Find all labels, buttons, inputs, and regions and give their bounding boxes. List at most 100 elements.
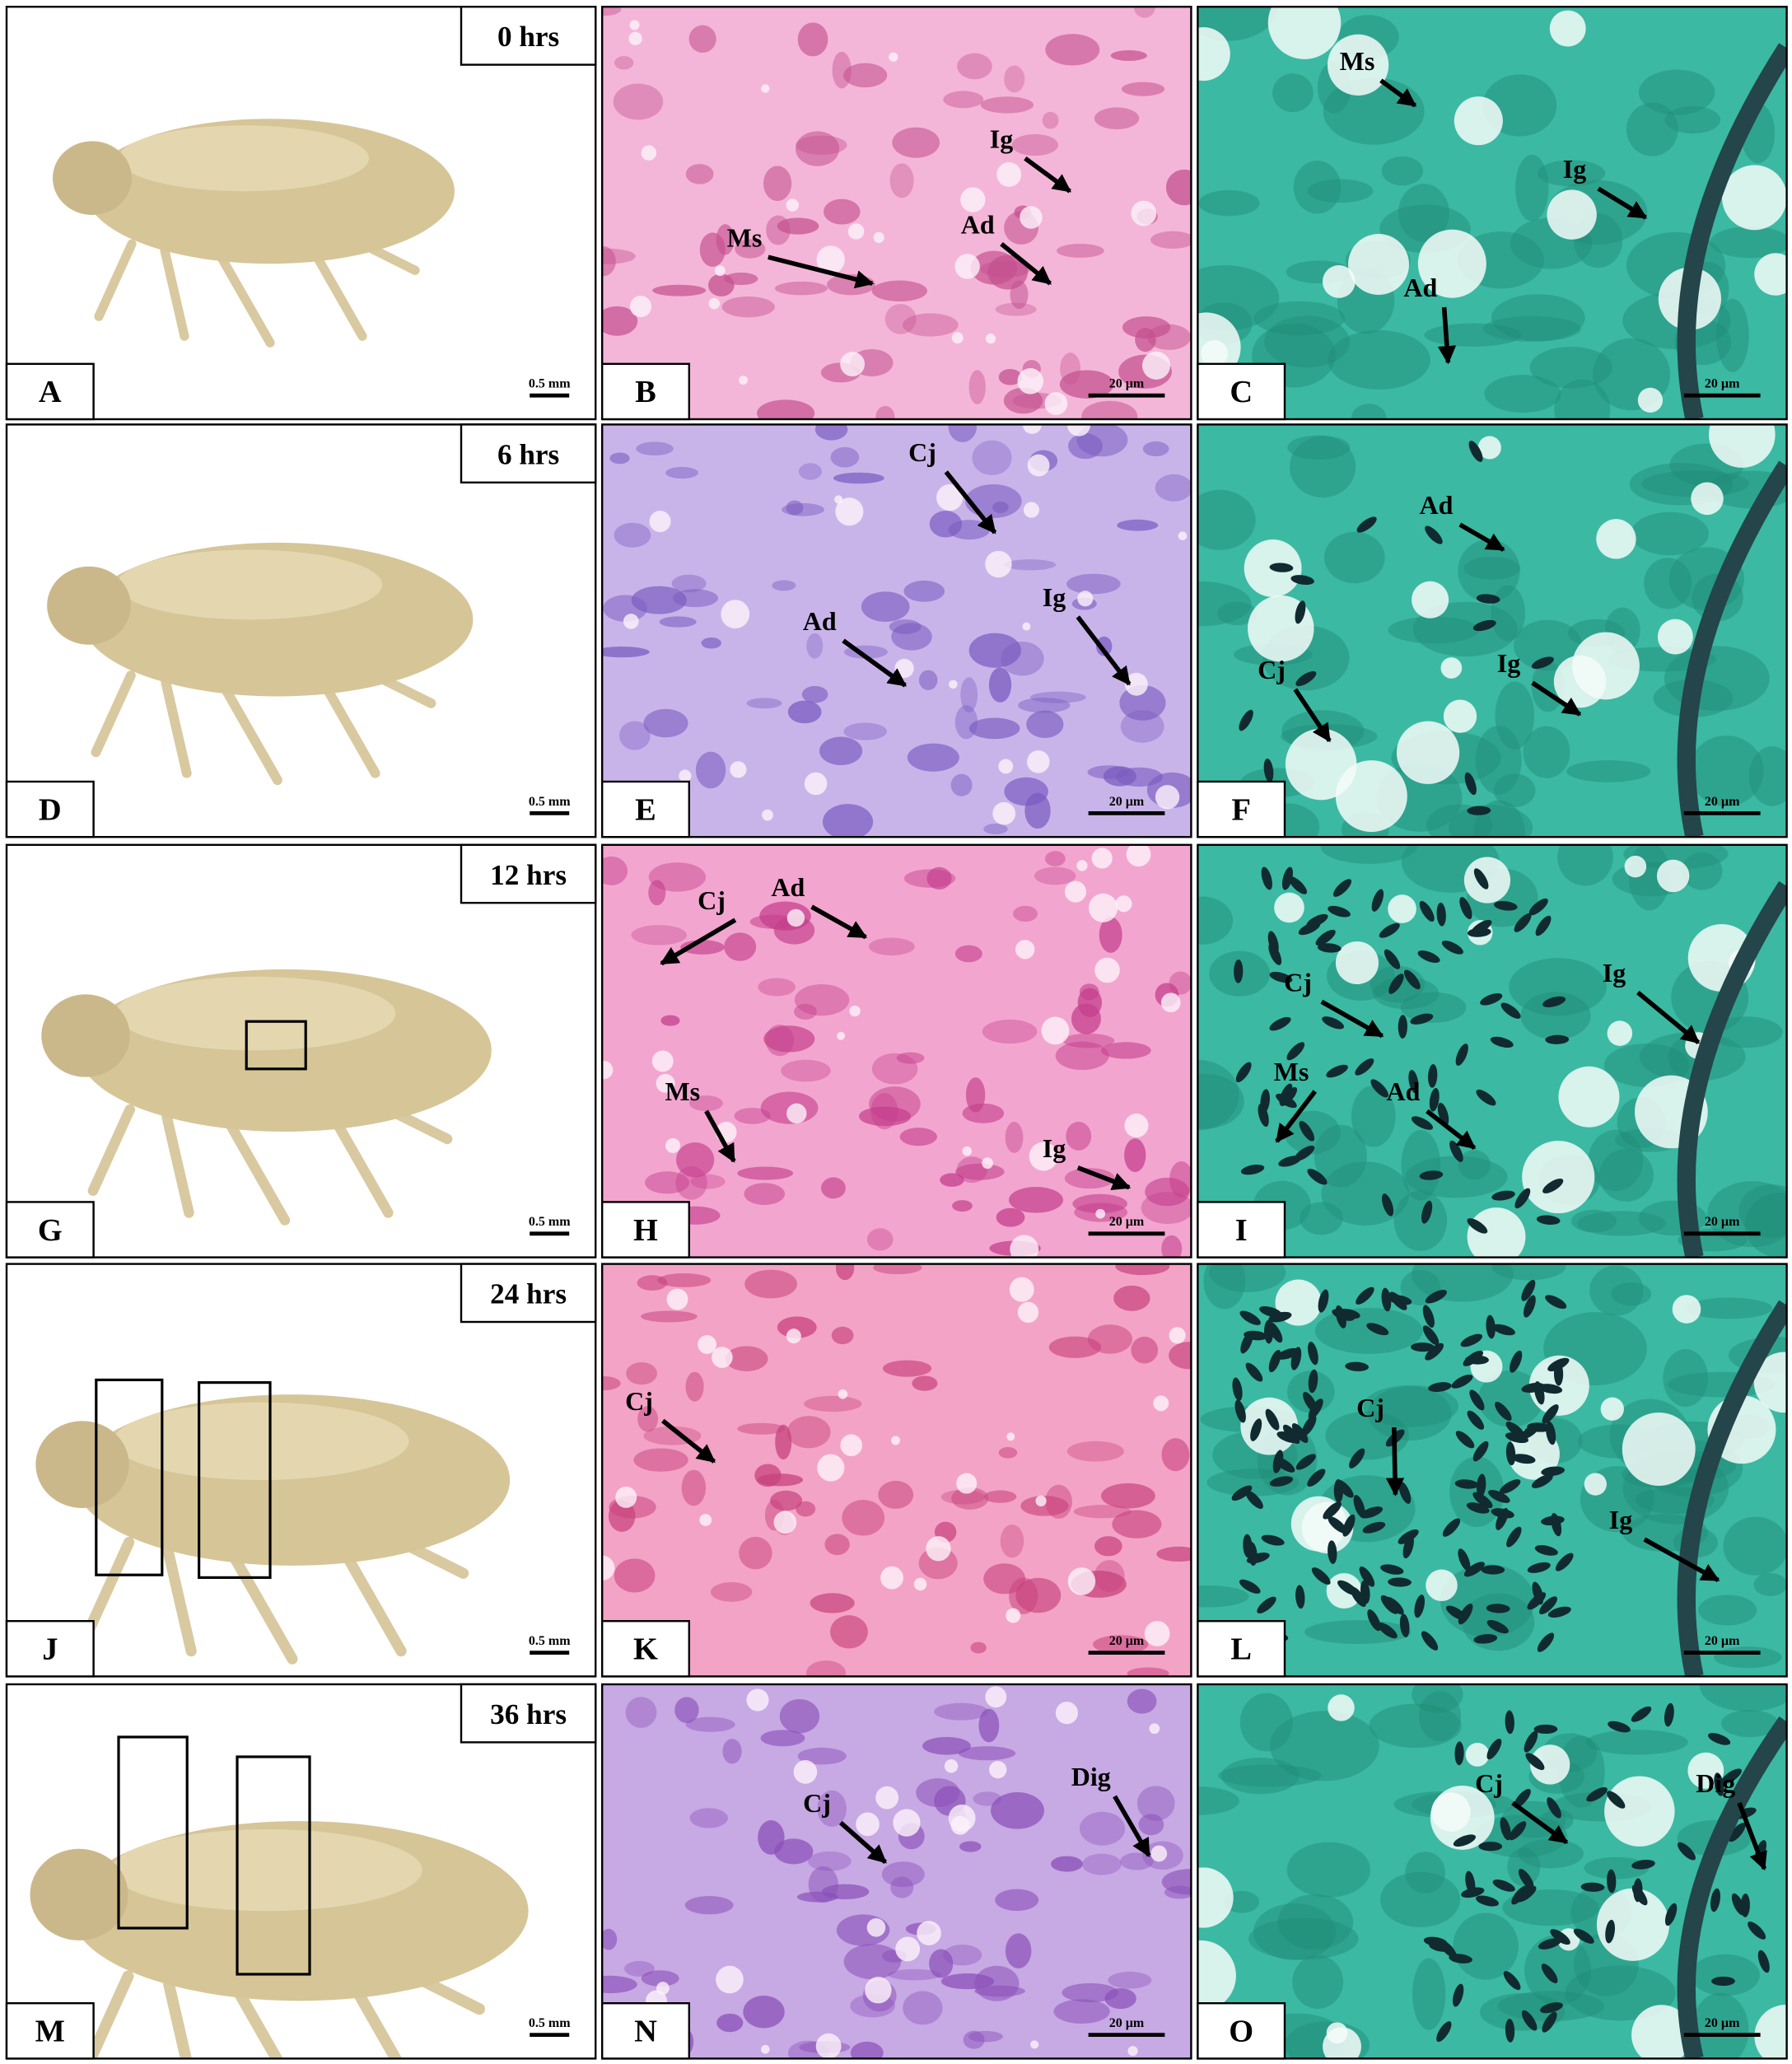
- tissue: [1405, 1156, 1508, 1198]
- spore: [1460, 1333, 1483, 1347]
- letter-box: [601, 1620, 690, 1678]
- annotation: Dig: [1696, 1768, 1735, 1798]
- cell-gap: [760, 2044, 770, 2054]
- panel: M 36 hrs 0.5 mm: [5, 1683, 597, 2060]
- tissue: [797, 1747, 847, 1765]
- spore: [1467, 1218, 1488, 1234]
- letter-box: [601, 1201, 690, 1258]
- cell-gap: [738, 376, 748, 385]
- cell-gap: [804, 772, 828, 796]
- spore: [1467, 1410, 1485, 1430]
- spore: [1541, 1964, 1558, 1983]
- panel-letter: J: [42, 1632, 58, 1667]
- tissue: [1554, 379, 1611, 419]
- tissue: [1000, 1524, 1024, 1558]
- spore: [1307, 1469, 1326, 1487]
- tissue: [631, 925, 687, 946]
- cell-gap: [1017, 368, 1044, 395]
- spore: [1419, 900, 1435, 922]
- tissue: [1101, 1483, 1155, 1509]
- annotation: Ig: [1043, 1133, 1066, 1163]
- head: [53, 141, 132, 215]
- tissue: [954, 945, 982, 963]
- tissue: [1529, 346, 1612, 389]
- cell-gap: [1006, 1432, 1015, 1441]
- tissue: [1277, 1894, 1354, 1950]
- tissue: [1714, 1646, 1782, 1669]
- spore: [1417, 950, 1440, 963]
- spore: [1542, 1404, 1559, 1424]
- cell-gap: [679, 769, 692, 782]
- tissue: [1197, 1585, 1249, 1608]
- highlight-box: [245, 1020, 307, 1071]
- tissue: [995, 1889, 1039, 1912]
- wing: [116, 549, 383, 620]
- scale-label: 0.5 mm: [529, 377, 571, 391]
- leg: [228, 1978, 283, 2059]
- spore: [1389, 1291, 1407, 1310]
- tissue: [1351, 1085, 1396, 1147]
- cell-gap: [1006, 1608, 1021, 1623]
- panel: A 0 hrs 0.5 mm: [5, 6, 597, 421]
- spore: [1269, 1016, 1291, 1031]
- tissue: [1566, 759, 1651, 782]
- tissue: [1053, 1999, 1110, 2024]
- tissue: [888, 1968, 941, 1981]
- cell-gap: [840, 352, 866, 376]
- spore: [1385, 1596, 1404, 1615]
- spore: [1411, 1116, 1434, 1130]
- cell-gap: [989, 1761, 1007, 1779]
- time-box: [460, 843, 597, 904]
- highlight-box: [95, 1378, 164, 1576]
- cell-gap: [1127, 2046, 1138, 2057]
- tissue: [760, 1730, 805, 1747]
- scale-label: 20 µm: [1109, 1215, 1145, 1229]
- tissue: [636, 441, 674, 456]
- spore: [1533, 1724, 1558, 1735]
- tissue: [1066, 1441, 1124, 1462]
- tissue: [602, 647, 650, 658]
- letter-box: [601, 2002, 690, 2060]
- tissue: [1537, 160, 1606, 187]
- cell-gap: [1115, 895, 1132, 913]
- tissue: [1155, 474, 1192, 502]
- spore: [1486, 1619, 1509, 1634]
- tissue: [1405, 1852, 1445, 1894]
- spore: [1494, 901, 1518, 911]
- tissue: [1150, 231, 1192, 249]
- tissue: [1748, 746, 1787, 806]
- tissue: [940, 1489, 985, 1505]
- tissue: [772, 580, 796, 591]
- space: [1672, 1295, 1701, 1324]
- cell-gap: [1077, 591, 1094, 607]
- spore: [1491, 1508, 1514, 1519]
- annotation: Ad: [961, 209, 995, 239]
- spore: [1436, 2021, 1452, 2043]
- time-box: [460, 6, 597, 66]
- tissue: [998, 1447, 1018, 1459]
- spore: [1411, 1342, 1435, 1352]
- cell-gap: [1094, 957, 1120, 983]
- tissue: [1524, 1935, 1592, 2006]
- arrow: [944, 470, 997, 535]
- cell-gap: [1169, 1327, 1186, 1344]
- spore: [1714, 1772, 1724, 1796]
- cell-gap: [1150, 1845, 1168, 1862]
- tissue: [1055, 1041, 1109, 1071]
- tissue: [1051, 1856, 1083, 1872]
- spore: [1421, 1200, 1433, 1224]
- tissue: [641, 1970, 679, 1987]
- cell-gap: [960, 187, 986, 212]
- tissue: [1412, 1684, 1463, 1713]
- spore: [1541, 1466, 1566, 1477]
- spore: [1377, 1622, 1398, 1639]
- spore: [1436, 902, 1446, 927]
- leg: [217, 677, 282, 786]
- integument: [1677, 1716, 1787, 2059]
- tissue: [1369, 1703, 1462, 1749]
- annotation: Cj: [1284, 967, 1312, 997]
- tissue: [716, 2013, 744, 2033]
- tissue: [637, 1406, 659, 1432]
- spore: [1511, 1885, 1528, 1905]
